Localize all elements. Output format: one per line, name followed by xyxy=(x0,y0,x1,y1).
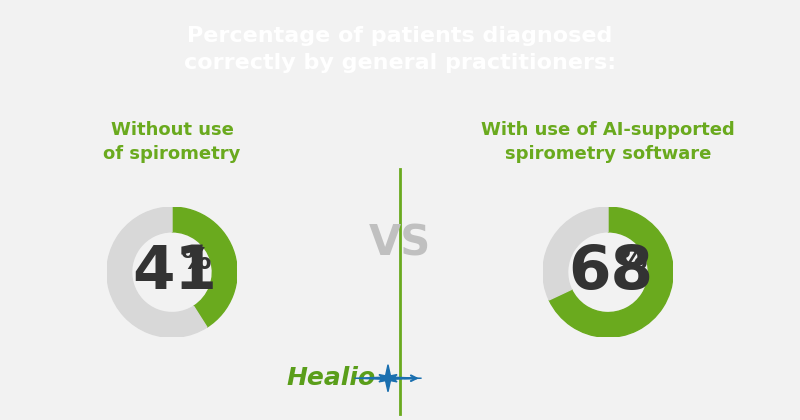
Text: 41: 41 xyxy=(132,243,217,302)
Wedge shape xyxy=(543,207,608,300)
Wedge shape xyxy=(107,207,207,337)
Text: Percentage of patients diagnosed
correctly by general practitioners:: Percentage of patients diagnosed correct… xyxy=(184,26,616,73)
Text: VS: VS xyxy=(369,222,431,264)
Text: Without use
of spirometry: Without use of spirometry xyxy=(103,121,241,163)
Text: %: % xyxy=(181,246,211,275)
Text: %: % xyxy=(617,246,647,275)
Text: 68: 68 xyxy=(568,243,653,302)
Text: Healio: Healio xyxy=(287,366,376,390)
Text: With use of AI-supported
spirometry software: With use of AI-supported spirometry soft… xyxy=(481,121,735,163)
Polygon shape xyxy=(354,365,422,392)
Wedge shape xyxy=(172,207,237,327)
Wedge shape xyxy=(549,207,673,337)
